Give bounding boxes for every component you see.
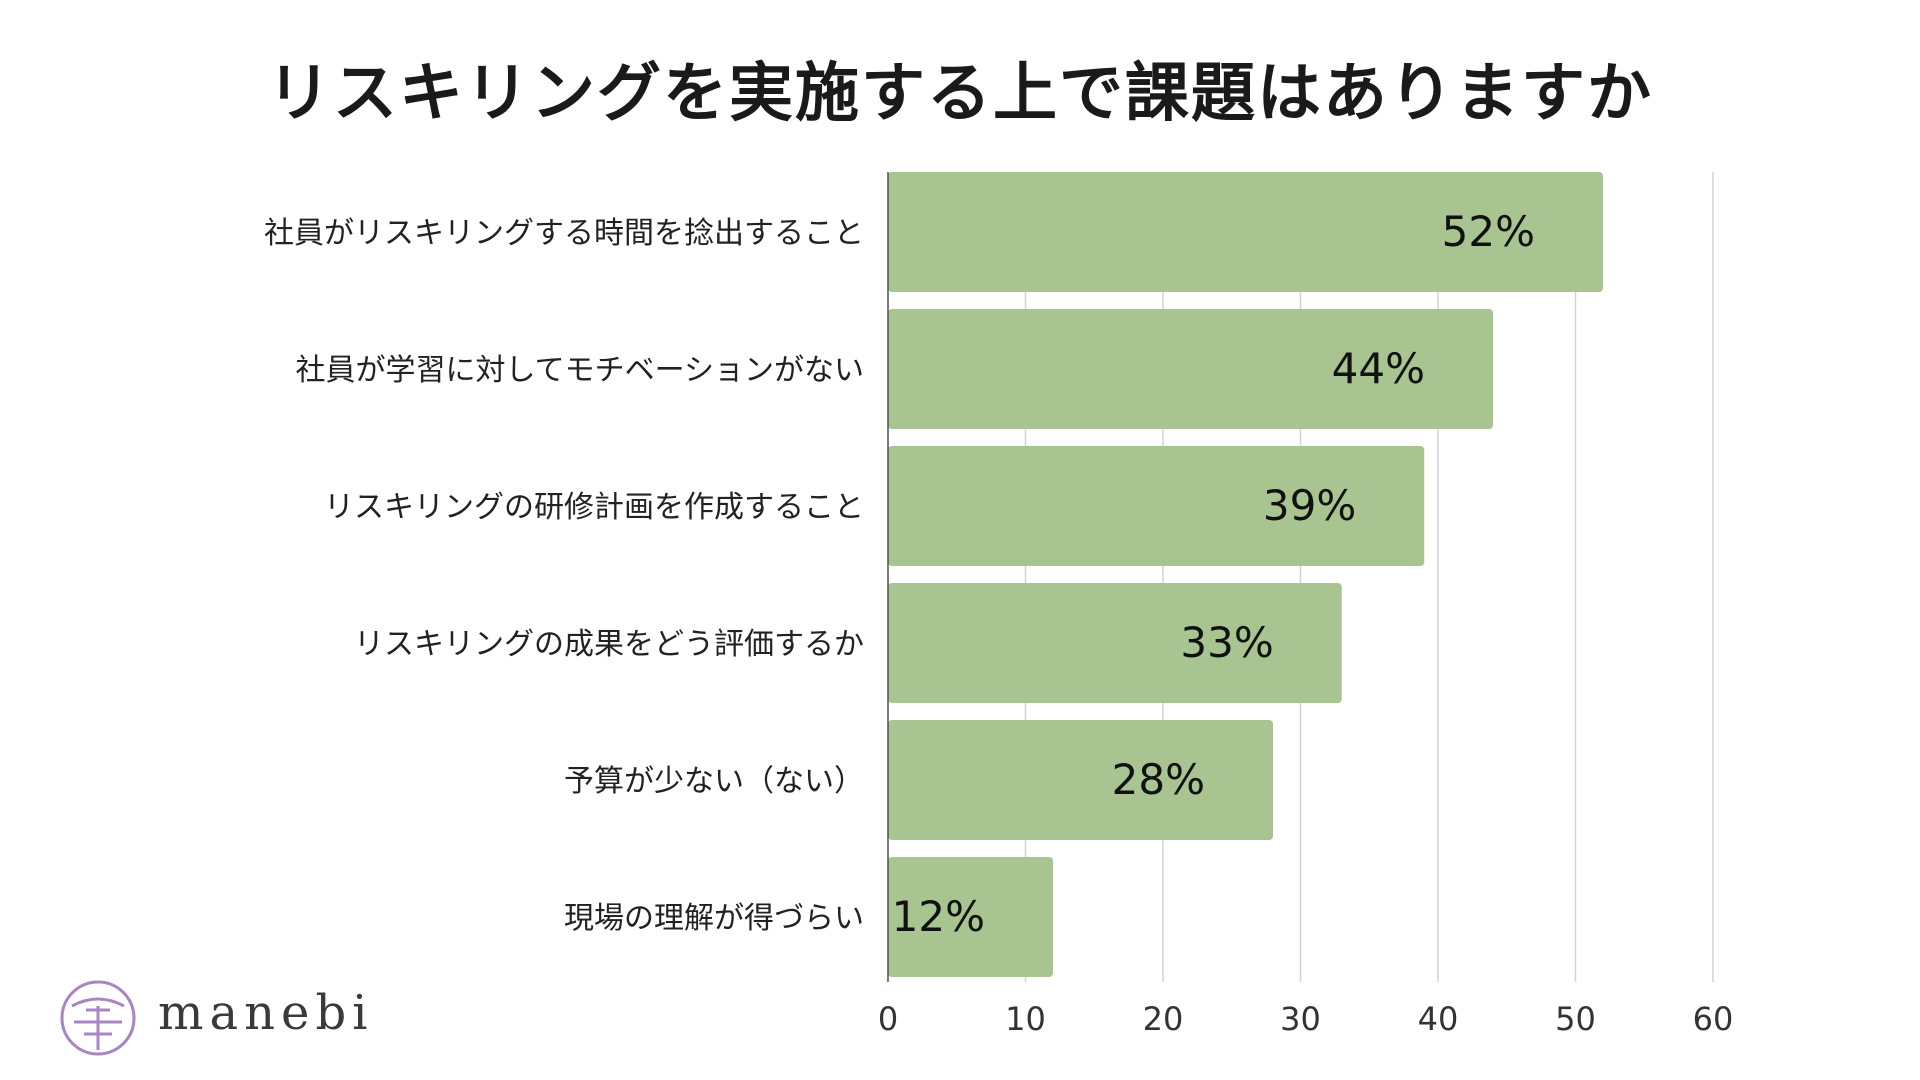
x-tick-label-30: 30: [1280, 1000, 1321, 1038]
manebi-logo-icon: [60, 980, 136, 1056]
x-tick-label-10: 10: [1005, 1000, 1046, 1038]
bar-0: [888, 172, 1603, 292]
category-label-4: 予算が少ない（ない）: [564, 764, 864, 799]
x-tick-label-0: 0: [878, 1000, 898, 1038]
category-label-5: 現場の理解が得づらい: [564, 901, 864, 936]
data-label-3: 33%: [1180, 618, 1273, 667]
data-label-2: 39%: [1263, 481, 1356, 530]
bar-3: [888, 583, 1342, 703]
data-label-1: 44%: [1332, 344, 1425, 393]
data-label-5: 12%: [892, 892, 985, 941]
x-tick-label-20: 20: [1143, 1000, 1184, 1038]
chart-title: リスキリングを実施する上で課題はありますか: [267, 57, 1653, 131]
logo-text: manebi: [158, 985, 374, 1041]
bar-4: [888, 720, 1273, 840]
x-tick-label-50: 50: [1555, 1000, 1596, 1038]
bar-2: [888, 446, 1425, 566]
bar-5: [888, 857, 1053, 977]
data-label-0: 52%: [1442, 207, 1535, 256]
data-label-4: 28%: [1112, 755, 1205, 804]
category-label-1: 社員が学習に対してモチベーションがない: [296, 353, 865, 388]
category-label-0: 社員がリスキリングする時間を捻出すること: [264, 216, 864, 251]
x-tick-label-40: 40: [1418, 1000, 1459, 1038]
category-label-2: リスキリングの研修計画を作成すること: [324, 490, 864, 525]
category-label-3: リスキリングの成果をどう評価するか: [354, 627, 864, 662]
x-tick-label-60: 60: [1693, 1000, 1734, 1038]
bar-1: [888, 309, 1493, 429]
